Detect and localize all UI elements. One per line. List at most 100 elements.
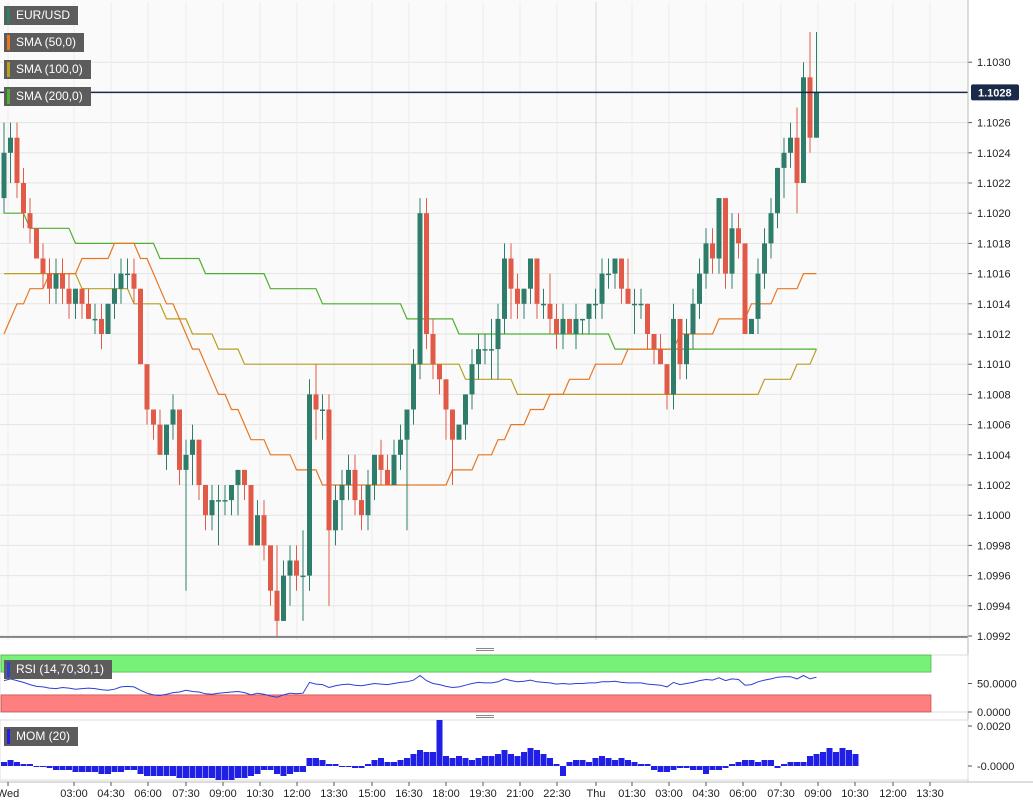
- mom-bar: [664, 766, 670, 772]
- bear-candle: [14, 122, 20, 199]
- candle-body: [586, 303, 592, 319]
- candle-body: [105, 303, 111, 334]
- bear-candle: [625, 258, 631, 304]
- bear-candle: [352, 454, 358, 516]
- mom-bar: [527, 748, 534, 766]
- mom-bar: [189, 766, 196, 778]
- mom-bar: [514, 756, 521, 766]
- candle-body: [79, 288, 85, 304]
- time-tick-label: 10:30: [246, 788, 274, 800]
- legend-eurusd[interactable]: EUR/USD: [4, 6, 79, 25]
- mom-bar: [332, 764, 339, 766]
- mom-tick-label: 0.0020: [977, 721, 1011, 733]
- mom-bar: [157, 766, 163, 776]
- candle-body: [430, 334, 436, 365]
- mom-bar: [709, 766, 716, 770]
- mom-bar: [540, 754, 547, 766]
- candle-body: [645, 303, 650, 334]
- mom-bar: [449, 758, 456, 766]
- legend-swatch: [7, 729, 10, 744]
- legend-rsi[interactable]: RSI (14,70,30,1): [4, 660, 113, 679]
- mom-bar: [222, 766, 228, 780]
- price-tick-label: 1.0998: [977, 540, 1011, 552]
- mom-bar: [495, 754, 501, 766]
- panel-resize-handle[interactable]: [476, 648, 494, 653]
- mom-bar: [683, 766, 690, 768]
- legend-sma100[interactable]: SMA (100,0): [4, 60, 91, 79]
- candle-body: [326, 409, 332, 531]
- price-tick-label: 1.1030: [977, 57, 1011, 69]
- candle-body: [697, 273, 702, 304]
- bear-candle: [66, 273, 72, 319]
- legend-swatch: [7, 662, 10, 677]
- price-tick-label: 1.1024: [977, 148, 1011, 160]
- candle-body: [788, 137, 793, 153]
- time-tick-label: Thu: [587, 788, 606, 800]
- mom-bar: [729, 764, 735, 766]
- mom-bar: [716, 766, 722, 770]
- bear-candle: [274, 545, 280, 636]
- mom-bar: [300, 766, 306, 772]
- bear-candle: [651, 334, 657, 365]
- candle-body: [261, 515, 267, 546]
- bull-candle: [788, 122, 793, 168]
- mom-bar: [365, 764, 371, 766]
- bull-candle: [573, 303, 579, 350]
- bull-candle: [502, 243, 507, 334]
- mom-bar: [313, 758, 319, 766]
- candle-body: [781, 152, 787, 168]
- candle-body: [34, 228, 39, 259]
- price-tick-label: 1.1000: [977, 510, 1011, 522]
- mom-bar: [124, 766, 131, 770]
- rsi-oversold-zone: [0, 694, 932, 713]
- mom-bar: [852, 754, 859, 766]
- bull-candle: [281, 560, 286, 621]
- candle-body: [573, 318, 579, 334]
- candle-body: [794, 137, 800, 183]
- legend-swatch: [7, 8, 10, 23]
- mom-bar: [696, 766, 703, 770]
- mom-bar: [92, 766, 98, 772]
- bull-candle: [209, 485, 215, 531]
- bull-candle: [300, 530, 306, 621]
- panel-resize-handle[interactable]: [476, 715, 494, 720]
- time-tick-label: 21:00: [506, 788, 534, 800]
- bull-candle: [469, 349, 475, 410]
- rsi-tick-label: 0.0000: [977, 707, 1011, 719]
- legend-mom[interactable]: MOM (20): [4, 727, 78, 746]
- candle-body: [99, 318, 104, 334]
- mom-bar: [592, 758, 599, 766]
- candle-body: [541, 303, 546, 306]
- mom-bar: [384, 762, 391, 766]
- mom-bar: [781, 764, 787, 766]
- mom-bar: [807, 756, 813, 766]
- legend-label: EUR/USD: [16, 8, 71, 22]
- mom-bar: [794, 762, 800, 766]
- bear-candle: [151, 409, 156, 440]
- mom-bar: [358, 766, 365, 768]
- time-tick-label: 04:30: [692, 788, 720, 800]
- mom-bar: [20, 764, 27, 766]
- bull-candle: [320, 394, 325, 440]
- mom-bar: [820, 752, 826, 766]
- bear-candle: [47, 258, 52, 304]
- price-tick-label: 1.1006: [977, 420, 1011, 432]
- mom-bar: [118, 766, 124, 772]
- candle-body: [300, 575, 306, 578]
- legend-sma200[interactable]: SMA (200,0): [4, 87, 91, 106]
- price-tick-label: 1.0996: [977, 571, 1011, 583]
- candle-body: [346, 469, 351, 485]
- mom-bar: [469, 760, 475, 766]
- time-tick-label: 18:00: [432, 788, 460, 800]
- candle-body: [463, 394, 468, 425]
- mom-panel: 0.0020 -0.0000: [0, 719, 1014, 781]
- rsi-line: [3, 674, 817, 698]
- bear-candle: [79, 288, 85, 319]
- legend-sma50[interactable]: SMA (50,0): [4, 33, 85, 52]
- candle-body: [762, 243, 767, 274]
- candle-body: [814, 92, 819, 138]
- bear-candle: [723, 198, 728, 289]
- bull-candle: [164, 424, 169, 470]
- bear-candle: [268, 545, 273, 606]
- mom-bar: [638, 764, 644, 766]
